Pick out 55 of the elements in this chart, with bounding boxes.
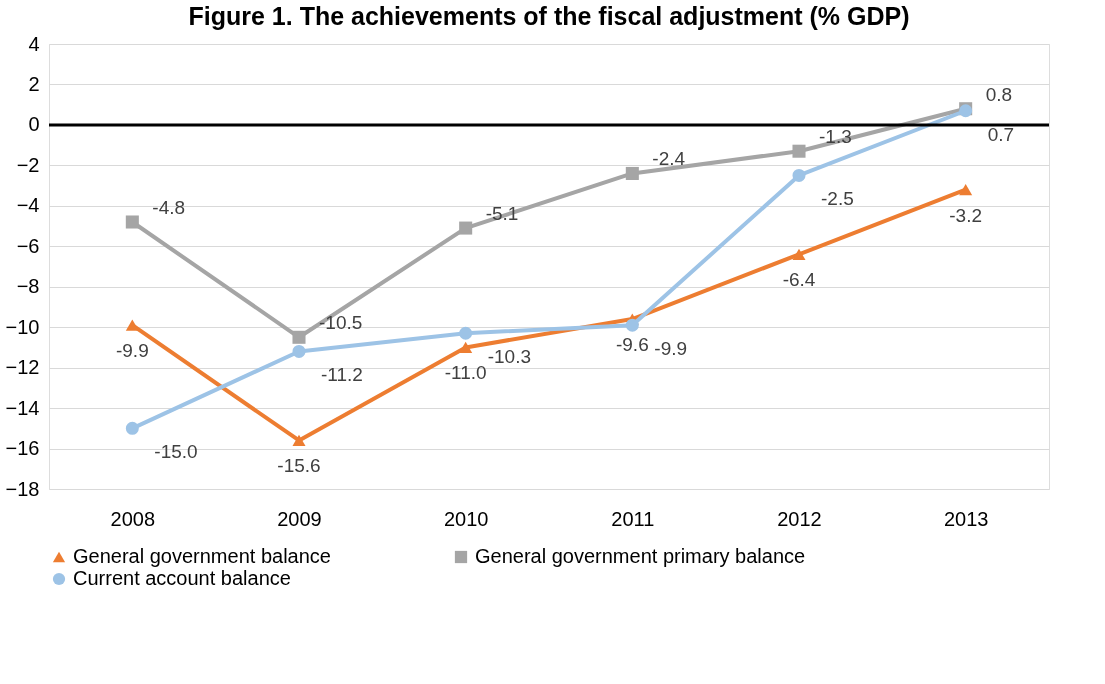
point (459, 341, 473, 354)
point (959, 183, 973, 196)
point (125, 215, 139, 229)
point (125, 319, 139, 331)
x-tick-label: 2013 (943, 507, 989, 530)
data-label: -11.0 (444, 362, 487, 384)
data-label: -9.9 (115, 340, 149, 362)
data-label: -3.2 (949, 204, 983, 226)
data-label: -10.5 (319, 312, 363, 334)
point (792, 248, 806, 261)
x-tick-label: 2009 (277, 507, 322, 530)
legend-label: General government primary balance (475, 545, 806, 567)
data-label: -10.3 (487, 346, 531, 368)
point (292, 330, 306, 344)
y-tick-label: −14 (5, 396, 40, 419)
point (792, 144, 806, 158)
data-label: -6.4 (782, 269, 816, 291)
x-tick-label: 2010 (443, 507, 489, 530)
data-label: -5.1 (485, 203, 519, 225)
point (125, 421, 139, 435)
data-label: -4.8 (152, 197, 186, 218)
data-label: -15.0 (154, 441, 198, 463)
point (625, 166, 639, 180)
y-tick-label: −16 (5, 437, 40, 460)
data-label: -11.2 (321, 364, 363, 386)
y-tick-label: −4 (16, 194, 40, 217)
data-label: -15.6 (277, 455, 321, 477)
y-tick-label: −18 (5, 477, 40, 500)
data-label: -1.3 (819, 126, 852, 148)
y-tick-label: 0 (28, 113, 40, 136)
data-label: -2.5 (821, 188, 854, 210)
point (459, 221, 473, 235)
legend-label: General government balance (73, 545, 331, 567)
data-label: -9.9 (654, 338, 688, 360)
point (292, 344, 306, 358)
data-label: -9.6 (615, 334, 649, 356)
point (792, 168, 806, 182)
x-tick-label: 2012 (777, 507, 822, 530)
y-tick-label: −6 (16, 234, 40, 257)
data-label: 0.7 (987, 123, 1015, 145)
chart-title: Figure 1. The achievements of the fiscal adjustment (% GDP) (188, 2, 910, 30)
x-tick-label: 2011 (611, 507, 655, 530)
y-tick-label: −8 (16, 275, 40, 298)
x-tick-label: 2008 (110, 507, 156, 530)
point (459, 326, 473, 340)
legend-label: Current account balance (73, 567, 291, 589)
y-tick-label: −2 (16, 153, 40, 176)
point (625, 318, 639, 332)
y-tick-label: 2 (28, 72, 40, 95)
data-label: -2.4 (652, 148, 686, 170)
y-tick-label: 4 (28, 32, 40, 55)
point (292, 434, 306, 447)
y-tick-label: −10 (5, 315, 40, 338)
data-label: 0.8 (985, 83, 1013, 105)
y-tick-label: −12 (5, 356, 40, 379)
